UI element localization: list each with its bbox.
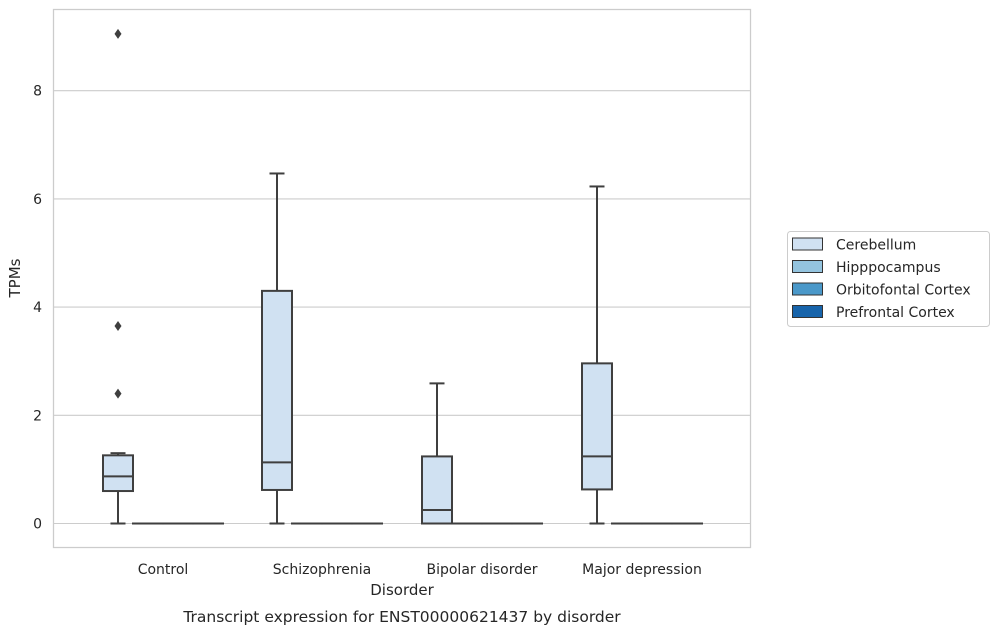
gridlines: [53, 90, 751, 525]
y-tick-label: 6: [33, 192, 42, 208]
outlier-point: [114, 28, 122, 39]
plot-area: [102, 28, 703, 525]
chart-title: Transcript expression for ENST0000062143…: [182, 608, 621, 626]
plot-frame: [52, 8, 752, 549]
box-body: [581, 362, 613, 491]
legend-swatch: [792, 237, 823, 251]
box-cerebellum: [581, 185, 613, 525]
box-cerebellum: [421, 382, 453, 525]
box-body: [102, 454, 134, 493]
legend-frame: [787, 231, 990, 327]
legend-label: Hipppocampus: [836, 260, 941, 276]
legend: Cerebellum Hipppocampus Orbitofontal Corte…: [787, 231, 990, 327]
outlier-point: [114, 388, 122, 399]
x-axis-label: Disorder: [370, 581, 434, 599]
legend-label: Cerebellum: [836, 238, 916, 254]
y-tick-label: 2: [33, 408, 42, 424]
legend-swatch: [792, 260, 823, 273]
box-cerebellum: [261, 172, 293, 525]
y-tick-label: 0: [33, 517, 42, 533]
legend-swatch: [792, 305, 823, 318]
x-tick-label: Control: [138, 562, 189, 578]
outlier-point: [114, 321, 122, 332]
y-axis-label: TPMs: [6, 258, 24, 298]
x-tick-label: Schizophrenia: [273, 562, 371, 578]
legend-swatch: [792, 282, 823, 296]
box-cerebellum: [102, 28, 134, 525]
legend-label: Orbitofontal Cortex: [836, 283, 971, 299]
y-tick-label: 4: [33, 300, 42, 316]
x-axis-ticks: Control Schizophrenia Bipolar disorder Majo…: [138, 562, 702, 578]
y-axis-ticks: 0 2 4 6 8: [33, 84, 42, 533]
legend-label: Prefrontal Cortex: [836, 305, 955, 321]
box-body: [261, 289, 293, 491]
y-tick-label: 8: [33, 84, 42, 100]
x-tick-label: Major depression: [582, 562, 702, 578]
box-body: [421, 455, 453, 525]
x-tick-label: Bipolar disorder: [426, 562, 537, 578]
